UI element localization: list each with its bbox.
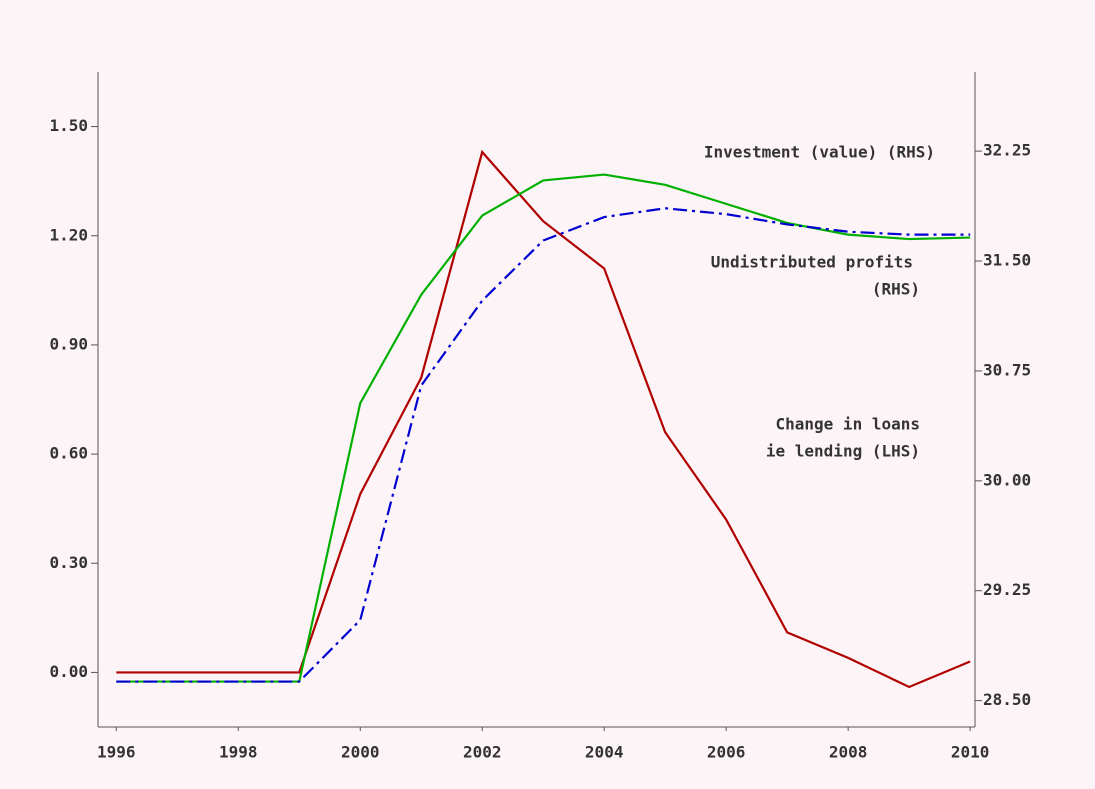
y-tick-label: 1.20 [49,225,88,244]
annotation: Investment (value) (RHS) [704,143,935,162]
x-tick-label: 2008 [829,743,868,762]
x-tick-label: 2004 [585,743,624,762]
y-tick-label: 0.90 [49,334,88,353]
y2-tick-label: 31.50 [983,251,1031,270]
y-tick-label: 1.50 [49,116,88,135]
x-tick-label: 2000 [341,743,380,762]
x-tick-label: 2006 [707,743,746,762]
annotation: Undistributed profits [711,253,913,272]
y-tick-label: 0.60 [49,444,88,463]
annotation: (RHS) [872,280,920,299]
x-tick-label: 1996 [97,743,136,762]
y2-tick-label: 30.75 [983,360,1031,379]
x-tick-label: 2002 [463,743,502,762]
y2-tick-label: 30.00 [983,470,1031,489]
x-tick-label: 1998 [219,743,258,762]
x-tick-label: 2010 [951,743,990,762]
series-line [116,149,971,689]
y-tick-label: 0.30 [49,553,88,572]
y2-tick-label: 28.50 [983,690,1031,709]
y2-tick-label: 32.25 [983,141,1031,160]
annotation: ie lending (LHS) [766,442,920,461]
annotation: Change in loans [776,415,921,434]
series-line [116,207,971,683]
y-tick-label: 0.00 [49,662,88,681]
y2-tick-label: 29.25 [983,580,1031,599]
